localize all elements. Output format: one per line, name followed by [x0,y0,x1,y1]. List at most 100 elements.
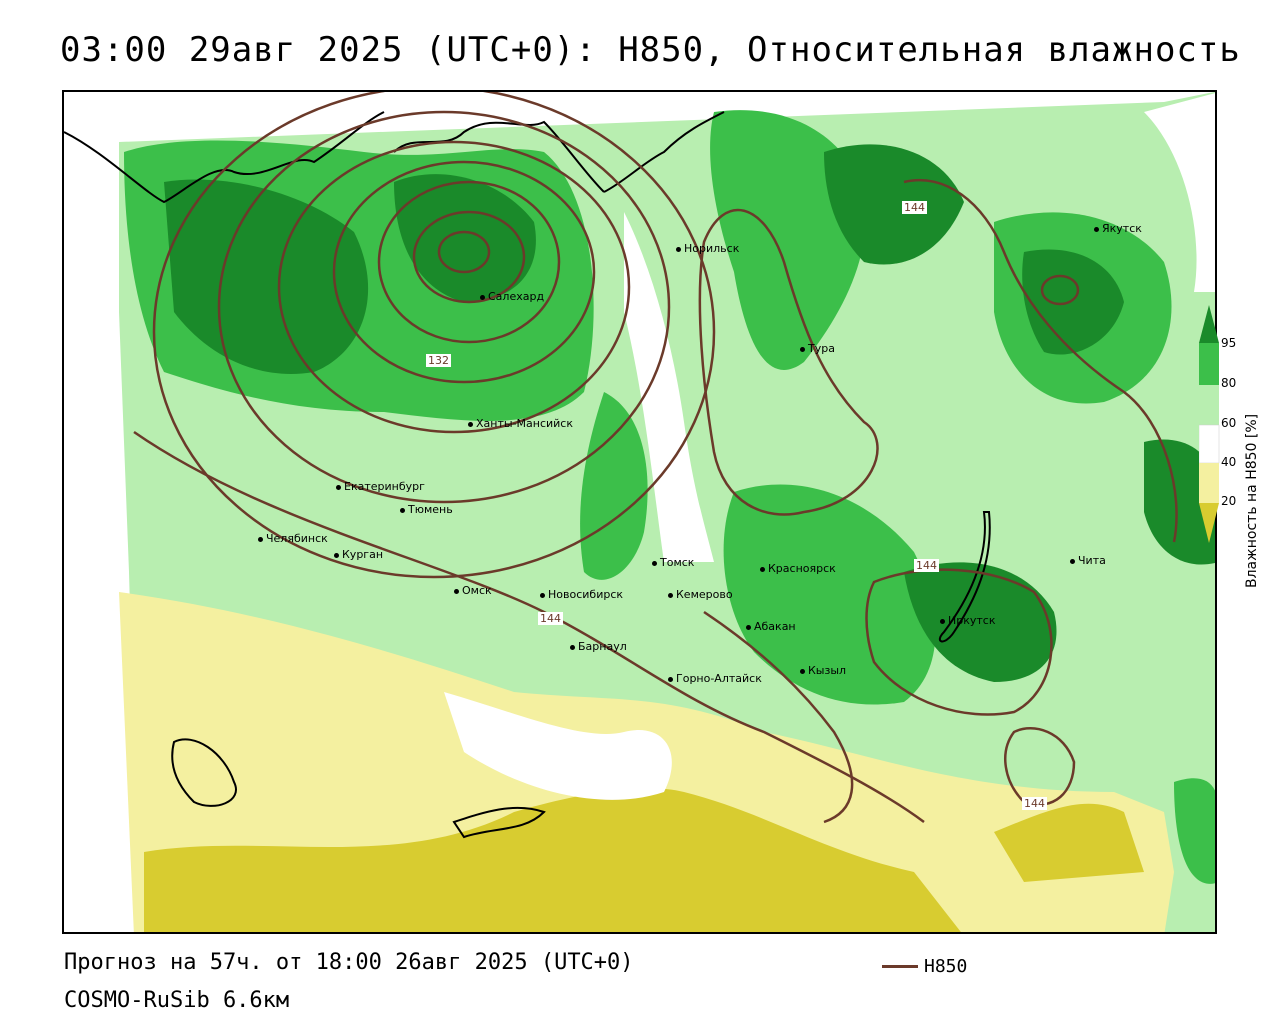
city-label: Новосибирск [548,588,624,601]
very-moist-west [164,179,369,374]
city-marker: Кызыл [800,664,846,677]
city-label: Курган [342,548,384,561]
city-marker: Челябинск [258,532,328,545]
city-label: Норильск [684,242,740,255]
city-label: Челябинск [266,532,328,545]
white-ne [1144,93,1215,292]
city-dot [652,560,657,566]
isoline-legend: H850 [882,956,967,977]
city-label: Салехард [488,290,545,303]
map-panel: 132 144 144 144 144 Норильск Салехард Ту… [62,90,1217,934]
isoline-swatch [882,965,918,968]
very-moist-cyclone [394,174,536,302]
city-marker: Новосибирск [540,588,623,601]
isoline-label: 132 [426,354,451,367]
city-dot [334,552,339,558]
arctic-coastline [64,111,725,204]
city-marker: Горно-Алтайск [668,672,762,685]
city-label: Красноярск [768,562,836,575]
city-label: Томск [660,556,695,569]
city-dot [1070,558,1075,564]
city-dot [940,618,945,624]
city-label: Тура [808,342,835,355]
colorbar-tick: 60 [1221,416,1237,430]
isoline-legend-label: H850 [924,956,968,977]
colorbar-tick: 95 [1221,336,1237,350]
lake-baikal [938,511,991,643]
isoline-label: 144 [1022,797,1047,810]
humidity-colorbar: 95 80 60 40 20 [1199,300,1279,600]
city-dot [454,588,459,594]
city-dot [746,624,751,630]
very-moist-north [824,144,964,265]
very-moist-east [1144,439,1215,565]
city-label: Екатеринбург [344,480,425,493]
moist-krasnoyarsk [723,484,936,705]
city-dot [400,507,405,513]
city-dot [468,421,473,427]
colorbar-title: Влажность на H850 [%] [1244,413,1260,588]
colorbar-tick: 40 [1221,455,1237,469]
city-marker: Ханты-Мансийск [468,417,573,430]
humidity-field [64,92,1215,932]
colorbar-band-40 [1199,463,1219,503]
moist-ob [580,392,648,580]
city-marker: Красноярск [760,562,836,575]
city-dot [800,346,805,352]
colorbar-top-arrow [1199,305,1219,343]
very-dry-spot [994,803,1144,882]
city-label: Омск [462,584,492,597]
very-moist-yakutsk [1022,249,1124,355]
city-dot [480,294,485,300]
city-marker: Чита [1070,554,1106,567]
very-moist-irkutsk [904,562,1057,682]
isoline-label: 144 [902,201,927,214]
city-dot [668,676,673,682]
city-marker: Иркутск [940,614,995,627]
city-dot [1094,226,1099,232]
colorbar-band-95 [1199,343,1219,385]
city-dot [676,246,681,252]
colorbar-bottom-arrow [1199,503,1219,543]
city-label: Кызыл [808,664,847,677]
city-dot [760,566,765,572]
lake-balkhash-west [171,738,237,807]
isoline-label: 144 [538,612,563,625]
city-marker: Барнаул [570,640,627,653]
city-label: Тюмень [408,503,453,516]
city-dot [258,536,263,542]
city-marker: Абакан [746,620,796,633]
very-dry-region [144,788,961,932]
city-marker: Якутск [1094,222,1142,235]
moist-se [1174,778,1215,884]
city-marker: Салехард [480,290,544,303]
city-marker: Тюмень [400,503,453,516]
white-patch [444,692,672,800]
colorbar-band-60 [1199,424,1220,464]
city-label: Ханты-Мансийск [476,417,573,430]
h850-isolines [133,92,1178,824]
city-label: Кемерово [676,588,733,601]
colorbar-tick: 80 [1221,376,1237,390]
city-label: Абакан [754,620,796,633]
city-dot [668,592,673,598]
lake-balkhash [452,806,546,839]
city-label: Иркутск [948,614,996,627]
city-marker: Кемерово [668,588,733,601]
city-label: Горно-Алтайск [676,672,762,685]
city-marker: Екатеринбург [336,480,425,493]
city-marker: Норильск [676,242,739,255]
city-dot [336,484,341,490]
colorbar-scale [1199,305,1220,543]
dry-corridor [624,212,714,562]
city-label: Якутск [1102,222,1142,235]
city-dot [540,592,545,598]
city-marker: Томск [652,556,694,569]
model-name: COSMO-RuSib 6.6км [64,988,290,1013]
city-label: Чита [1078,554,1106,567]
city-marker: Тура [800,342,835,355]
forecast-info: Прогноз на 57ч. от 18:00 26авг 2025 (UTC… [64,950,634,975]
city-dot [800,668,805,674]
city-label: Барнаул [578,640,627,653]
colorbar-tick: 20 [1221,494,1237,508]
